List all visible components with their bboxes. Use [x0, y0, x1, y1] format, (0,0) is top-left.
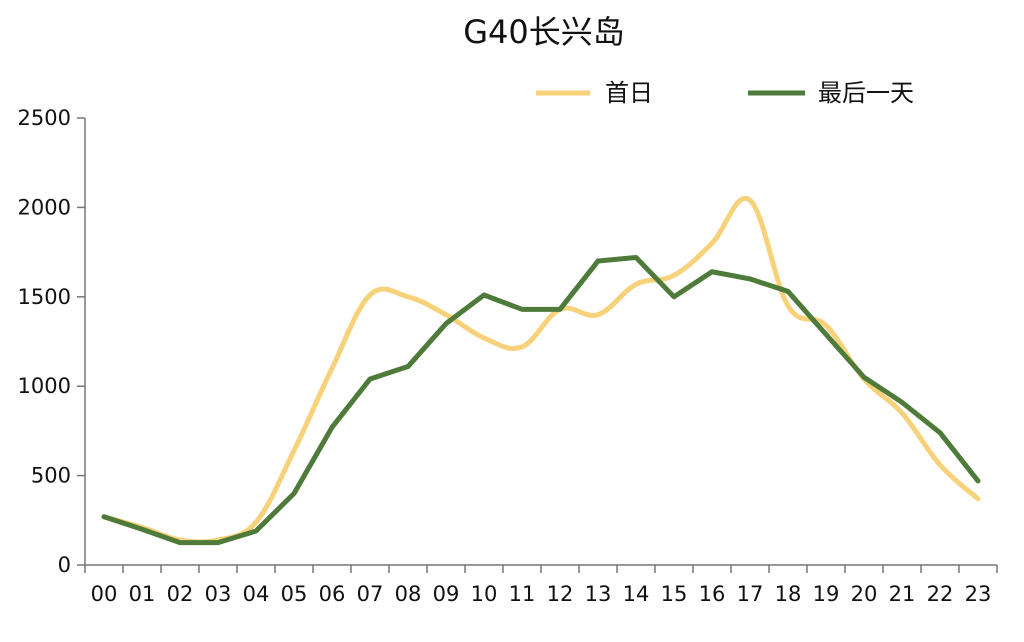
- x-tick-label: 15: [661, 582, 688, 606]
- x-tick-label: 13: [585, 582, 612, 606]
- series-line-first-day: [101, 195, 981, 545]
- x-tick-label: 02: [167, 582, 194, 606]
- x-tick-label: 04: [243, 582, 270, 606]
- x-tick-label: 12: [547, 582, 574, 606]
- x-tick-label: 06: [319, 582, 346, 606]
- x-tick-label: 16: [699, 582, 726, 606]
- x-tick-label: 01: [129, 582, 156, 606]
- x-tick-label: 08: [395, 582, 422, 606]
- x-tick-label: 09: [433, 582, 460, 606]
- x-tick-label: 03: [205, 582, 232, 606]
- x-tick-label: 10: [471, 582, 498, 606]
- x-tick-label: 20: [851, 582, 878, 606]
- x-tick-label: 07: [357, 582, 384, 606]
- x-tick-label: 14: [623, 582, 650, 606]
- legend-label-last-day: 最后一天: [818, 79, 914, 107]
- x-tick-label: 19: [813, 582, 840, 606]
- x-tick-label: 11: [509, 582, 536, 606]
- y-tick-label: 500: [31, 464, 71, 488]
- series-layer: [101, 195, 981, 546]
- legend-label-first-day: 首日: [605, 79, 653, 107]
- y-tick-label: 1500: [18, 285, 71, 309]
- x-tick-label: 22: [927, 582, 954, 606]
- y-tick-label: 0: [58, 553, 71, 577]
- chart-title: G40长兴岛: [463, 13, 625, 51]
- y-tick-label: 1000: [18, 374, 71, 398]
- x-axis-ticks: 00 01 02 03 04 05 06 07 08 09 10 11 12 13 14 15 16 17 18 19…: [84, 565, 998, 606]
- x-tick-label: 21: [889, 582, 916, 606]
- y-tick-label: 2500: [18, 106, 71, 130]
- chart-axes: [84, 118, 997, 566]
- chart-legend: 首日 最后一天: [536, 79, 914, 107]
- x-tick-label: 17: [737, 582, 764, 606]
- y-tick-label: 2000: [18, 195, 71, 219]
- x-tick-label: 05: [281, 582, 308, 606]
- x-tick-label: 18: [775, 582, 802, 606]
- x-tick-label: 23: [965, 582, 992, 606]
- y-axis-ticks: 0 500 1000 1500 2000 2500: [18, 106, 85, 577]
- series-line-last-day: [101, 254, 981, 546]
- x-tick-label: 00: [91, 582, 118, 606]
